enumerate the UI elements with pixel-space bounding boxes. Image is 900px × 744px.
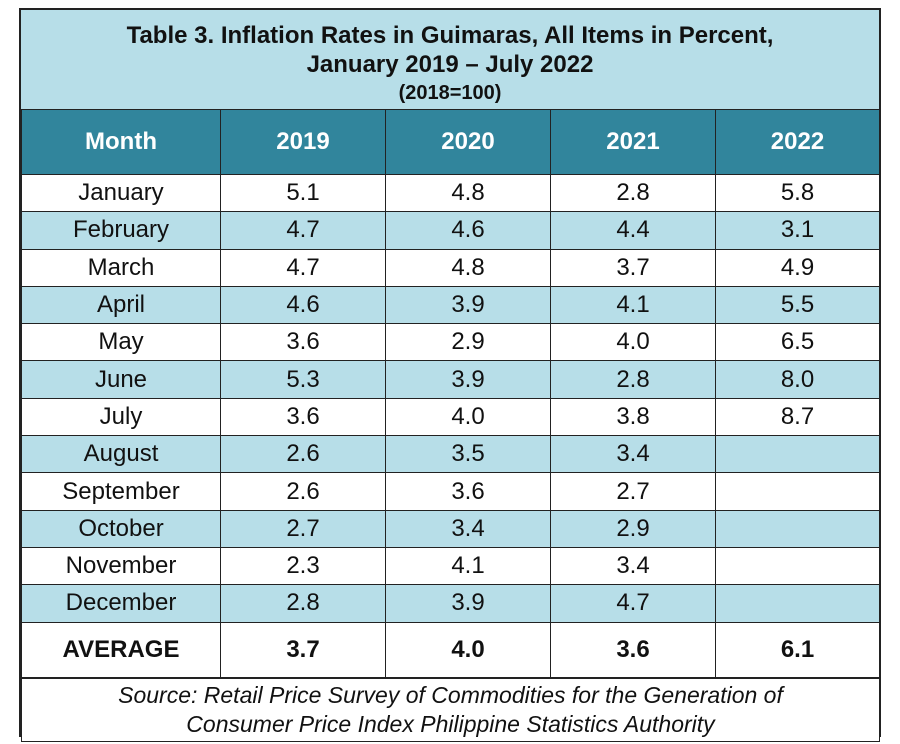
- month-cell: December: [21, 584, 221, 623]
- inflation-table: Month 2019 2020 2021 2022 January 5.1 4.8 2…: [21, 109, 880, 742]
- source-note: Source: Retail Price Survey of Commoditi…: [21, 676, 880, 742]
- rate-cell: 3.5: [385, 435, 551, 474]
- rate-cell: 2.7: [550, 472, 716, 511]
- column-header-2022: 2022: [715, 109, 880, 175]
- month-cell: April: [21, 285, 221, 325]
- rate-cell: 4.6: [385, 211, 551, 250]
- column-header-2021: 2021: [550, 109, 716, 175]
- table-row: August 2.6 3.5 3.4: [21, 435, 880, 474]
- rate-cell: [715, 435, 880, 474]
- rate-cell: [715, 546, 880, 586]
- rate-cell: 3.6: [385, 472, 551, 511]
- rate-cell: 8.0: [715, 360, 880, 399]
- month-cell: June: [21, 360, 221, 399]
- rate-cell: 4.7: [220, 211, 386, 250]
- table-row: July 3.6 4.0 3.8 8.7: [21, 397, 880, 437]
- rate-cell: 4.7: [550, 584, 716, 623]
- source-line-1: Source: Retail Price Survey of Commoditi…: [118, 681, 783, 708]
- month-cell: August: [21, 435, 221, 474]
- average-value: 3.7: [220, 621, 386, 679]
- rate-cell: 3.9: [385, 360, 551, 399]
- rate-cell: 2.6: [220, 472, 386, 511]
- rate-cell: 4.6: [220, 285, 386, 325]
- column-header-month: Month: [21, 109, 221, 175]
- rate-cell: 2.9: [385, 323, 551, 362]
- month-cell: July: [21, 397, 221, 437]
- rate-cell: 4.0: [550, 323, 716, 362]
- rate-cell: 3.9: [385, 285, 551, 325]
- month-cell: September: [21, 472, 221, 511]
- rate-cell: 2.8: [550, 173, 716, 213]
- rate-cell: 4.7: [220, 248, 386, 287]
- table-row: September 2.6 3.6 2.7: [21, 472, 880, 511]
- rate-cell: 4.8: [385, 173, 551, 213]
- rate-cell: 4.8: [385, 248, 551, 287]
- rate-cell: 3.1: [715, 211, 880, 250]
- header-row: Month 2019 2020 2021 2022: [21, 109, 880, 175]
- average-value: 3.6: [550, 621, 716, 679]
- rate-cell: 3.4: [385, 509, 551, 548]
- rate-cell: 2.8: [550, 360, 716, 399]
- rate-cell: 3.4: [550, 546, 716, 586]
- rate-cell: 2.8: [220, 584, 386, 623]
- rate-cell: 3.6: [220, 397, 386, 437]
- rate-cell: [715, 584, 880, 623]
- source-row: Source: Retail Price Survey of Commoditi…: [21, 676, 880, 742]
- table-row: March 4.7 4.8 3.7 4.9: [21, 248, 880, 287]
- rate-cell: 4.4: [550, 211, 716, 250]
- table-row: May 3.6 2.9 4.0 6.5: [21, 323, 880, 362]
- source-line-2: Consumer Price Index Philippine Statisti…: [186, 710, 715, 737]
- average-value: 6.1: [715, 621, 880, 679]
- month-cell: October: [21, 509, 221, 548]
- average-row: AVERAGE 3.7 4.0 3.6 6.1: [21, 621, 880, 679]
- rate-cell: 5.1: [220, 173, 386, 213]
- month-cell: May: [21, 323, 221, 362]
- rate-cell: 2.6: [220, 435, 386, 474]
- month-cell: November: [21, 546, 221, 586]
- column-header-2020: 2020: [385, 109, 551, 175]
- title-line-3: (2018=100): [398, 82, 502, 104]
- table-row: December 2.8 3.9 4.7: [21, 584, 880, 623]
- month-cell: January: [21, 173, 221, 213]
- inflation-table-frame: Table 3. Inflation Rates in Guimaras, Al…: [19, 8, 881, 742]
- rate-cell: [715, 472, 880, 511]
- rate-cell: [715, 509, 880, 548]
- rate-cell: 5.3: [220, 360, 386, 399]
- rate-cell: 8.7: [715, 397, 880, 437]
- rate-cell: 3.9: [385, 584, 551, 623]
- title-line-1: Table 3. Inflation Rates in Guimaras, Al…: [126, 22, 774, 49]
- rate-cell: 4.1: [385, 546, 551, 586]
- column-header-2019: 2019: [220, 109, 386, 175]
- table-row: February 4.7 4.6 4.4 3.1: [21, 211, 880, 250]
- rate-cell: 5.8: [715, 173, 880, 213]
- rate-cell: 3.4: [550, 435, 716, 474]
- average-label: AVERAGE: [21, 621, 221, 679]
- table-title: Table 3. Inflation Rates in Guimaras, Al…: [21, 10, 879, 111]
- table-row: June 5.3 3.9 2.8 8.0: [21, 360, 880, 399]
- month-cell: February: [21, 211, 221, 250]
- rate-cell: 5.5: [715, 285, 880, 325]
- title-line-2: January 2019 – July 2022: [306, 51, 594, 78]
- rate-cell: 3.6: [220, 323, 386, 362]
- rate-cell: 4.0: [385, 397, 551, 437]
- table-row: October 2.7 3.4 2.9: [21, 509, 880, 548]
- rate-cell: 3.7: [550, 248, 716, 287]
- rate-cell: 2.3: [220, 546, 386, 586]
- table-row: November 2.3 4.1 3.4: [21, 546, 880, 586]
- rate-cell: 2.9: [550, 509, 716, 548]
- table-row: January 5.1 4.8 2.8 5.8: [21, 173, 880, 213]
- rate-cell: 3.8: [550, 397, 716, 437]
- rate-cell: 4.9: [715, 248, 880, 287]
- average-value: 4.0: [385, 621, 551, 679]
- rate-cell: 4.1: [550, 285, 716, 325]
- table-row: April 4.6 3.9 4.1 5.5: [21, 285, 880, 325]
- rate-cell: 6.5: [715, 323, 880, 362]
- month-cell: March: [21, 248, 221, 287]
- rate-cell: 2.7: [220, 509, 386, 548]
